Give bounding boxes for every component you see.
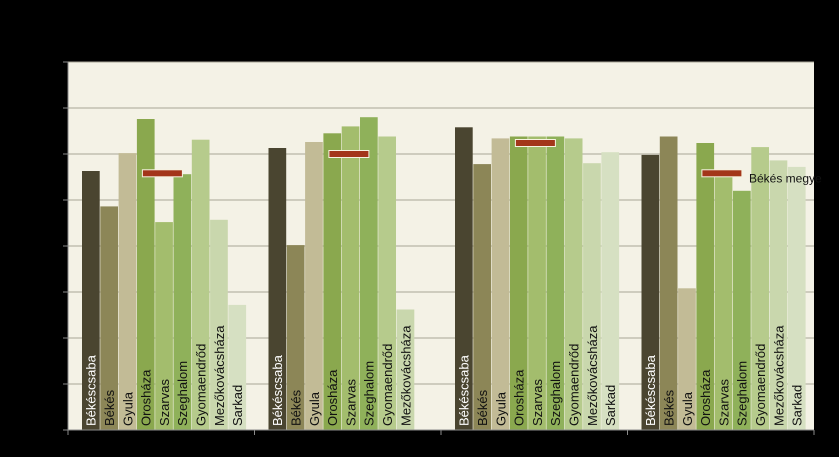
bar xyxy=(155,222,173,430)
bar xyxy=(191,139,210,430)
category-label: Mezőkovácsháza xyxy=(771,325,786,426)
category-label: Szeghalom xyxy=(548,361,563,426)
bar xyxy=(82,171,100,430)
category-label: Békéscsaba xyxy=(457,354,472,426)
legend-layer: Békés megye xyxy=(749,171,822,185)
bar xyxy=(210,219,228,430)
bar xyxy=(360,117,378,430)
bar xyxy=(491,138,510,430)
bar xyxy=(733,190,751,430)
bar xyxy=(678,288,696,430)
category-label: Gyomaendrőd xyxy=(566,344,581,426)
bar xyxy=(118,153,137,430)
category-label: Gyula xyxy=(307,391,322,426)
bar xyxy=(228,304,247,430)
category-label: Orosháza xyxy=(139,369,154,426)
category-label: Orosháza xyxy=(325,369,340,426)
category-label: Gyula xyxy=(680,391,695,426)
category-label: Mezőkovácsháza xyxy=(398,325,413,426)
category-label: Orosháza xyxy=(512,369,527,426)
bar xyxy=(268,148,287,430)
reference-layer xyxy=(141,139,743,178)
category-label: Mezőkovácsháza xyxy=(212,325,227,426)
bar xyxy=(286,245,305,430)
category-label: Békéscsaba xyxy=(643,354,658,426)
category-label: Békés xyxy=(102,389,117,426)
category-label: Sarkad xyxy=(603,385,618,426)
bar xyxy=(396,309,415,430)
bar xyxy=(136,119,155,430)
category-label: Szarvas xyxy=(530,379,545,426)
bar-layer: Békéscsaba Békés Gyula Orosháza Szarvas Szegh… xyxy=(82,117,806,431)
reference-marker xyxy=(701,169,743,178)
category-label: Orosháza xyxy=(698,369,713,426)
bar xyxy=(601,152,620,430)
reference-marker xyxy=(141,169,183,178)
bar xyxy=(509,136,528,430)
category-label: Gyomaendrőd xyxy=(380,344,395,426)
bar xyxy=(787,166,806,430)
bar xyxy=(528,136,546,430)
category-label: Szarvas xyxy=(157,379,172,426)
category-label: Szarvas xyxy=(716,379,731,426)
bar xyxy=(769,160,788,430)
axis-layer xyxy=(63,61,815,435)
bar xyxy=(583,163,601,430)
bar xyxy=(546,136,565,430)
category-label: Békés xyxy=(288,389,303,426)
category-label: Szeghalom xyxy=(362,361,377,426)
bar xyxy=(751,147,769,430)
bar xyxy=(696,143,715,430)
bar xyxy=(564,138,583,430)
bar xyxy=(173,174,192,430)
bar xyxy=(305,142,323,430)
reference-marker xyxy=(514,139,556,147)
category-label: Gyula xyxy=(493,391,508,426)
bar xyxy=(378,136,396,430)
category-label: Sarkad xyxy=(230,385,245,426)
category-label: Gyula xyxy=(120,391,135,426)
bar xyxy=(659,136,678,430)
bar xyxy=(341,126,360,431)
category-label: Békéscsaba xyxy=(270,354,285,426)
category-label: Békés xyxy=(661,389,676,426)
bar xyxy=(641,154,660,430)
bar xyxy=(455,127,473,431)
category-label: Békéscsaba xyxy=(84,354,99,426)
category-label: Békés xyxy=(475,389,490,426)
category-label: Szeghalom xyxy=(175,361,190,426)
category-label: Gyomaendrőd xyxy=(194,344,209,426)
category-label: Mezőkovácsháza xyxy=(585,325,600,426)
bar xyxy=(323,133,342,431)
category-label: Sarkad xyxy=(790,385,805,426)
bar xyxy=(473,164,491,430)
category-label: Szeghalom xyxy=(735,361,750,426)
reference-marker xyxy=(328,150,370,158)
category-label: Gyomaendrőd xyxy=(753,344,768,426)
bar xyxy=(714,172,733,430)
legend-label: Békés megye xyxy=(749,171,822,185)
category-label: Szarvas xyxy=(343,379,358,426)
bar xyxy=(100,206,118,430)
